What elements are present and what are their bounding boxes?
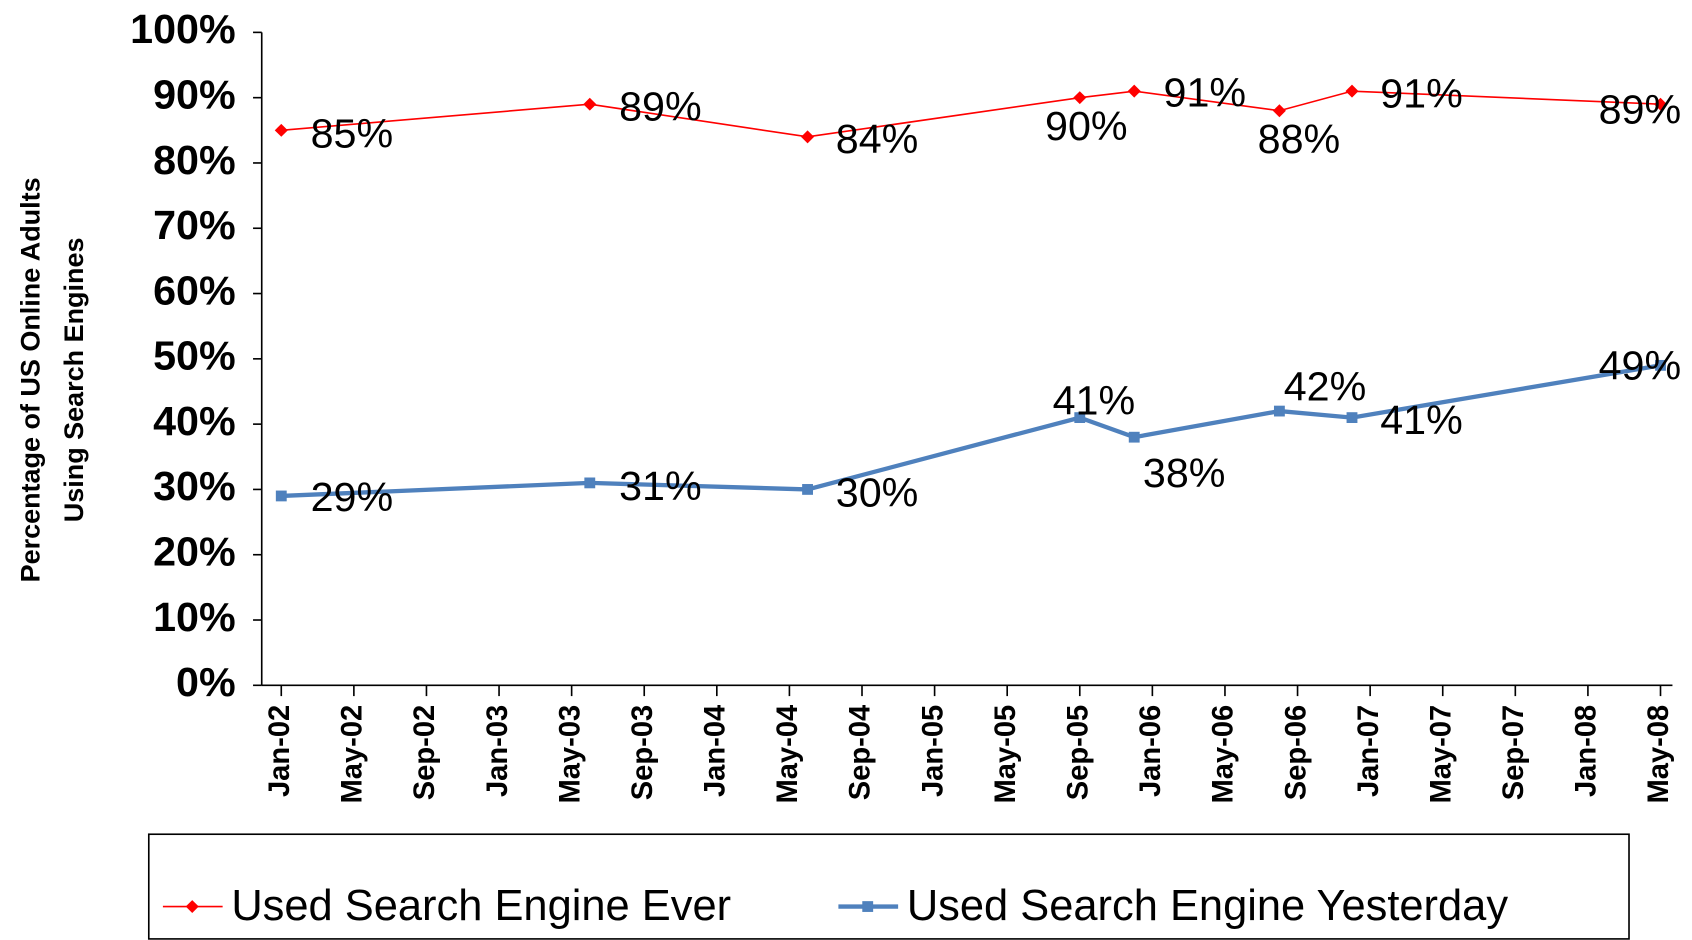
x-tick-label: Jan-08 — [1571, 705, 1603, 797]
y-tick-label: 80% — [153, 137, 236, 183]
y-tick-label: 50% — [153, 333, 236, 379]
data-label: 91% — [1380, 70, 1463, 116]
data-label: 30% — [836, 470, 919, 516]
marker — [1346, 412, 1358, 423]
legend-label: Used Search Engine Ever — [231, 882, 731, 930]
y-tick-label: 0% — [176, 659, 236, 705]
x-tick-label: Jan-07 — [1353, 705, 1385, 797]
x-tick-label: May-06 — [1208, 705, 1240, 804]
x-tick-label: Sep-02 — [409, 705, 441, 801]
data-label: 90% — [1045, 103, 1128, 149]
data-label: 85% — [311, 111, 394, 157]
x-tick-label: Sep-03 — [627, 705, 659, 801]
marker — [1345, 84, 1359, 98]
legend-marker — [185, 900, 199, 914]
x-tick-label: Jan-03 — [482, 705, 514, 797]
marker — [801, 130, 815, 144]
x-tick-label: May-03 — [554, 705, 586, 804]
marker — [1273, 405, 1285, 417]
data-label: 38% — [1143, 450, 1226, 496]
x-tick-label: Sep-07 — [1498, 705, 1530, 801]
data-label: 91% — [1164, 69, 1247, 115]
data-label: 89% — [619, 84, 702, 130]
y-tick-label: 30% — [153, 463, 236, 509]
line — [281, 363, 1661, 499]
line — [281, 90, 1661, 138]
marker — [1074, 412, 1086, 423]
data-label: 89% — [1599, 87, 1682, 133]
marker — [1127, 84, 1141, 98]
legend-marker — [862, 901, 874, 912]
y-tick-label: 70% — [153, 202, 236, 248]
legend-box — [147, 833, 1630, 940]
data-label: 41% — [1380, 397, 1463, 443]
y-tick-label: 40% — [153, 398, 236, 444]
y-tick-label: 100% — [130, 6, 236, 52]
y-axis-label: Percentage of US Online Adults — [16, 177, 46, 582]
x-tick-label: May-04 — [772, 704, 804, 804]
marker — [583, 97, 597, 111]
marker — [1128, 431, 1140, 443]
x-tick-label: May-07 — [1425, 705, 1457, 804]
marker — [584, 477, 596, 489]
marker — [1653, 97, 1668, 111]
x-tick-label: May-02 — [337, 705, 369, 804]
data-label: 42% — [1284, 363, 1367, 409]
marker — [1073, 91, 1087, 105]
marker — [802, 484, 813, 495]
y-tick-label: 90% — [153, 72, 236, 118]
y-tick-label: 60% — [153, 267, 236, 313]
legend-label: Used Search Engine Yesterday — [907, 882, 1509, 930]
y-tick-label: 10% — [153, 594, 236, 640]
data-label: 49% — [1599, 343, 1682, 389]
x-tick-label: Sep-04 — [845, 704, 877, 800]
data-label: 41% — [1053, 378, 1136, 424]
x-tick-label: Sep-05 — [1062, 705, 1094, 801]
x-tick-label: May-05 — [990, 705, 1022, 804]
y-axis-label: Using Search Engines — [59, 238, 89, 523]
x-tick-label: Jan-05 — [917, 705, 949, 797]
marker — [274, 123, 288, 137]
y-tick-label: 20% — [153, 529, 236, 575]
marker — [1655, 359, 1666, 371]
data-label: 29% — [311, 474, 394, 520]
x-tick-label: Jan-02 — [264, 705, 296, 797]
x-tick-label: Jan-04 — [699, 704, 731, 797]
data-label: 84% — [836, 116, 919, 162]
data-label: 88% — [1258, 116, 1341, 162]
data-label: 31% — [619, 463, 702, 509]
x-tick-label: Sep-06 — [1280, 705, 1312, 801]
x-tick-label: Jan-06 — [1135, 705, 1167, 797]
marker — [275, 490, 287, 502]
x-tick-label: May-08 — [1643, 705, 1675, 804]
